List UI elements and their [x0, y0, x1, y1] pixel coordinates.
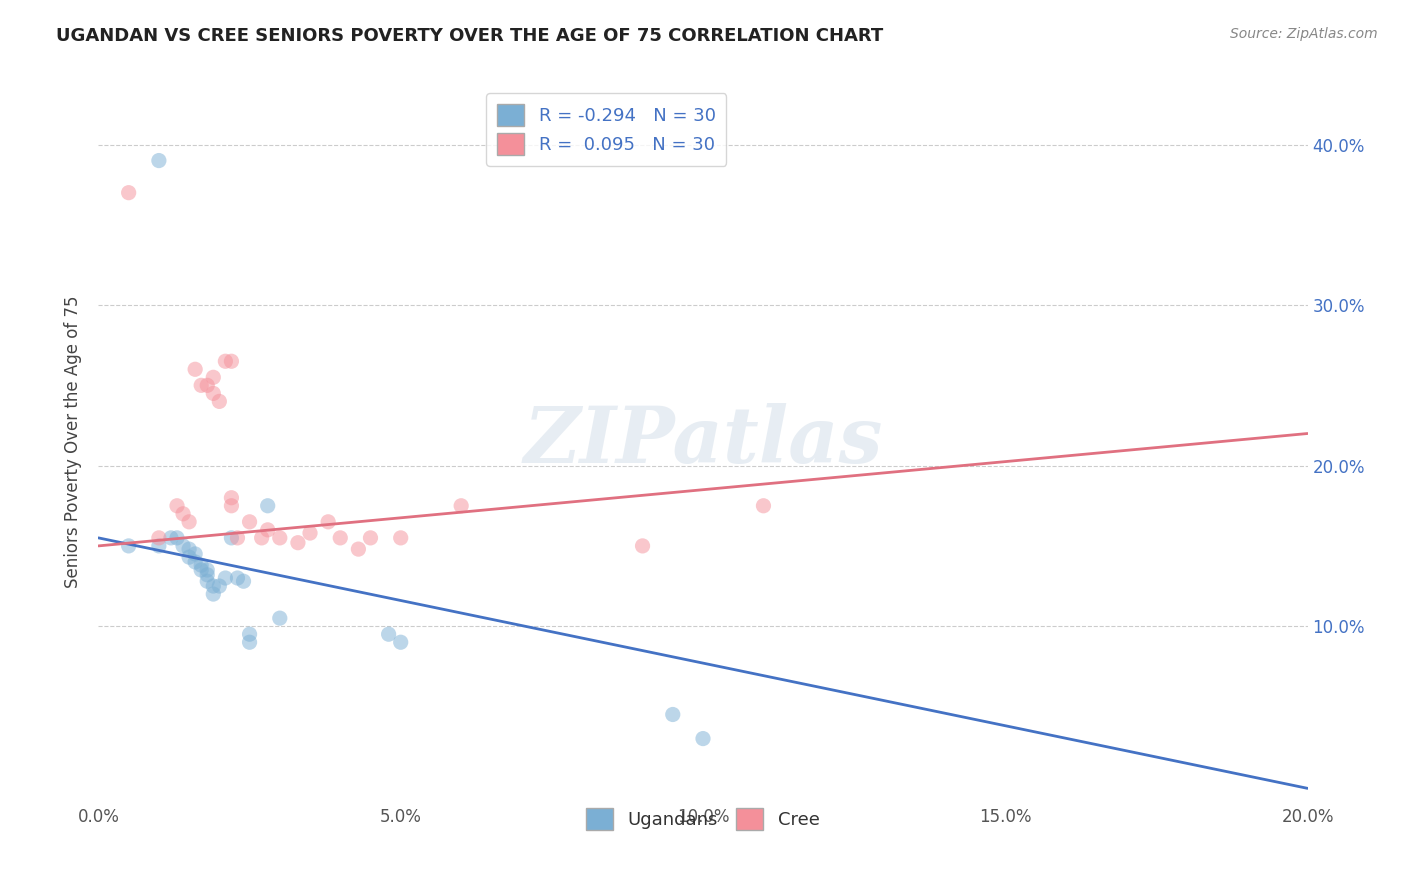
Point: [221, 354, 243, 368]
Point: [190, 558, 212, 573]
Point: [692, 731, 714, 746]
Point: [269, 531, 291, 545]
Point: [226, 531, 249, 545]
Point: [195, 563, 218, 577]
Point: [316, 515, 339, 529]
Point: [239, 627, 262, 641]
Point: [631, 539, 654, 553]
Point: [184, 555, 207, 569]
Point: [347, 542, 370, 557]
Point: [172, 507, 194, 521]
Point: [195, 567, 218, 582]
Point: [256, 499, 278, 513]
Point: [184, 547, 207, 561]
Point: [232, 574, 254, 589]
Point: [118, 186, 141, 200]
Text: ZIPatlas: ZIPatlas: [523, 403, 883, 480]
Point: [148, 153, 170, 168]
Point: [221, 531, 243, 545]
Point: [202, 386, 225, 401]
Point: [179, 550, 201, 565]
Point: [226, 571, 249, 585]
Point: [195, 574, 218, 589]
Point: [179, 515, 201, 529]
Point: [179, 542, 201, 557]
Point: [195, 378, 218, 392]
Point: [450, 499, 472, 513]
Point: [148, 531, 170, 545]
Point: [202, 579, 225, 593]
Legend: Ugandans, Cree: Ugandans, Cree: [579, 801, 827, 837]
Point: [184, 362, 207, 376]
Point: [208, 394, 231, 409]
Y-axis label: Seniors Poverty Over the Age of 75: Seniors Poverty Over the Age of 75: [65, 295, 83, 588]
Point: [190, 563, 212, 577]
Text: Source: ZipAtlas.com: Source: ZipAtlas.com: [1230, 27, 1378, 41]
Point: [208, 579, 231, 593]
Point: [377, 627, 399, 641]
Point: [389, 531, 412, 545]
Point: [214, 571, 236, 585]
Point: [329, 531, 352, 545]
Point: [360, 531, 382, 545]
Point: [118, 539, 141, 553]
Point: [221, 499, 243, 513]
Point: [160, 531, 183, 545]
Point: [166, 499, 188, 513]
Point: [166, 531, 188, 545]
Point: [287, 535, 309, 549]
Point: [752, 499, 775, 513]
Point: [172, 539, 194, 553]
Point: [269, 611, 291, 625]
Point: [299, 526, 322, 541]
Point: [148, 539, 170, 553]
Point: [202, 370, 225, 384]
Point: [190, 378, 212, 392]
Point: [250, 531, 273, 545]
Point: [661, 707, 683, 722]
Point: [256, 523, 278, 537]
Point: [221, 491, 243, 505]
Text: UGANDAN VS CREE SENIORS POVERTY OVER THE AGE OF 75 CORRELATION CHART: UGANDAN VS CREE SENIORS POVERTY OVER THE…: [56, 27, 883, 45]
Point: [214, 354, 236, 368]
Point: [239, 515, 262, 529]
Point: [389, 635, 412, 649]
Point: [239, 635, 262, 649]
Point: [202, 587, 225, 601]
